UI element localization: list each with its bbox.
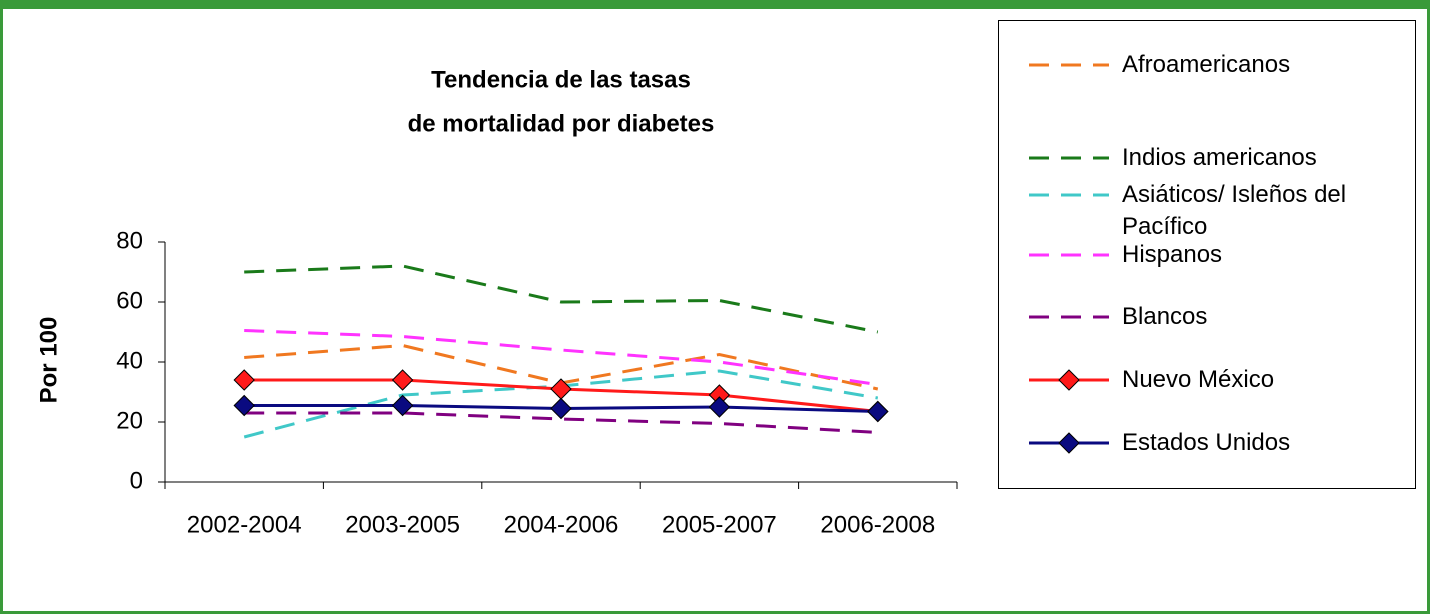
- marker: [391, 394, 414, 417]
- x-tick-label: 2004-2006: [504, 511, 619, 538]
- y-tick-label: 40: [116, 347, 143, 374]
- y-tick-label: 20: [116, 407, 143, 434]
- x-tick-label: 2005-2007: [662, 511, 777, 538]
- marker: [391, 369, 414, 391]
- x-tick-label: 2006-2008: [820, 511, 935, 538]
- legend-marker: [1058, 369, 1080, 391]
- legend-key: [1029, 432, 1109, 454]
- marker: [550, 397, 572, 420]
- legend-label: Estados Unidos: [1122, 429, 1291, 456]
- chart-title: de mortalidad por diabetes: [408, 110, 715, 137]
- series-line: [244, 264, 879, 334]
- y-tick-label: 60: [116, 287, 143, 314]
- marker: [708, 396, 731, 418]
- y-tick-label: 0: [130, 467, 143, 494]
- legend-key: [1029, 369, 1109, 391]
- legend-label: Nuevo México: [1122, 366, 1275, 393]
- marker: [233, 394, 255, 417]
- legend-key: [1029, 193, 1109, 197]
- series-line: [244, 411, 878, 434]
- legend-label: Hispanos: [1122, 241, 1223, 268]
- x-tick-label: 2002-2004: [187, 511, 302, 538]
- legend-label: Blancos: [1122, 303, 1208, 330]
- legend-label: Afroamericanos: [1122, 51, 1291, 78]
- legend-key: [1029, 156, 1109, 160]
- chart: Tendencia de las tasas de mortalidad por…: [35, 66, 958, 538]
- legend-label: Asiáticos/ Isleños del Pacífico: [1122, 181, 1347, 240]
- legend-key: [1029, 315, 1109, 319]
- legend: Afroamericanos Indios americanos Asiáticos…: [998, 20, 1416, 489]
- legend-label: Indios americanos: [1122, 144, 1317, 171]
- x-tick-label: 2003-2005: [345, 511, 460, 538]
- series-line: [244, 329, 879, 386]
- marker: [233, 369, 255, 391]
- marker: [867, 400, 889, 423]
- chart-title: Tendencia de las tasas: [431, 66, 691, 93]
- y-tick-label: 80: [116, 227, 143, 254]
- legend-marker: [1058, 432, 1080, 454]
- y-axis-label: Por 100: [35, 317, 62, 404]
- legend-key: [1029, 253, 1109, 257]
- legend-key: [1029, 63, 1109, 67]
